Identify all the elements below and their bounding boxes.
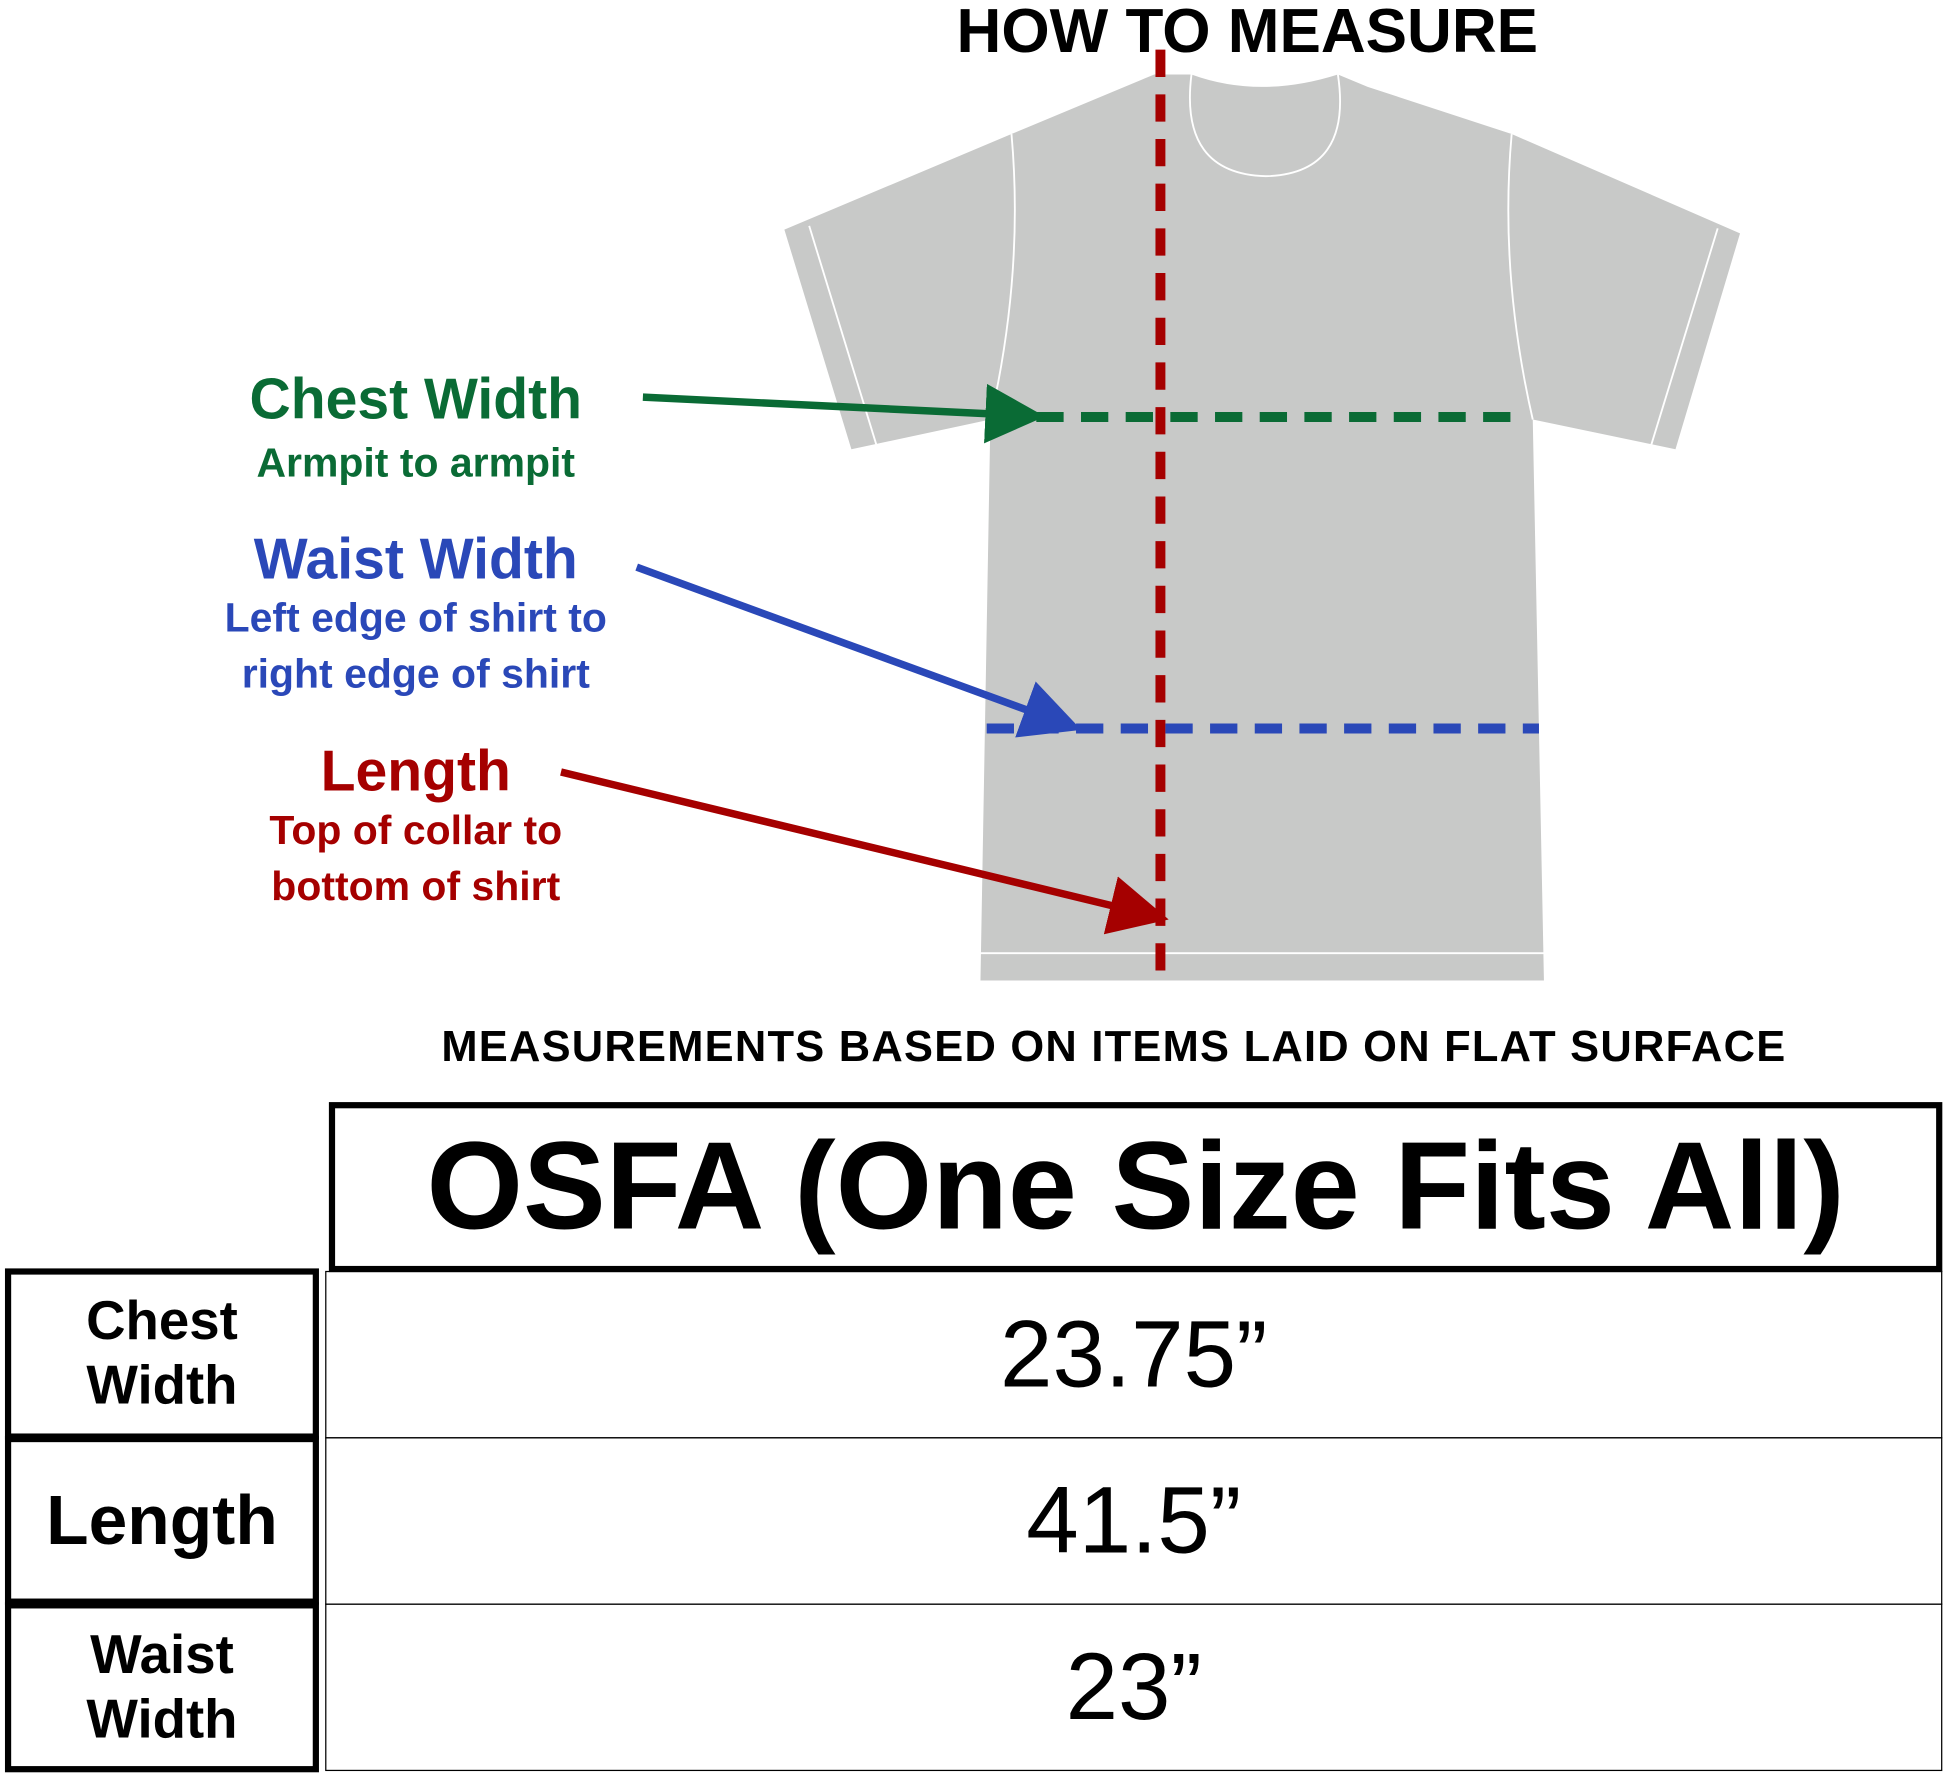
shirt-diagram (560, 49, 1741, 981)
page-title: HOW TO MEASURE (956, 0, 1539, 66)
value-chest: 23.75” (325, 1270, 1943, 1439)
length-arrow (560, 768, 1169, 935)
row-label-length: Length (4, 1435, 319, 1605)
waist-label: Waist Width Left edge of shirt to right … (224, 526, 607, 697)
value-length: 41.5” (325, 1437, 1943, 1605)
measurement-note: MEASUREMENTS BASED ON ITEMS LAID ON FLAT… (441, 1022, 1787, 1072)
size-header: OSFA (One Size Fits All) (328, 1102, 1943, 1273)
row-label-waist: Waist Width (4, 1602, 319, 1773)
waist-arrow (635, 563, 1082, 738)
chest-arrow (642, 383, 1045, 444)
shirt-shape (784, 74, 1741, 981)
row-label-chest: Chest Width (4, 1268, 319, 1440)
length-label: Length Top of collar to bottom of shirt (269, 738, 563, 909)
value-waist: 23” (325, 1603, 1943, 1772)
chest-label: Chest Width Armpit to armpit (249, 366, 583, 486)
